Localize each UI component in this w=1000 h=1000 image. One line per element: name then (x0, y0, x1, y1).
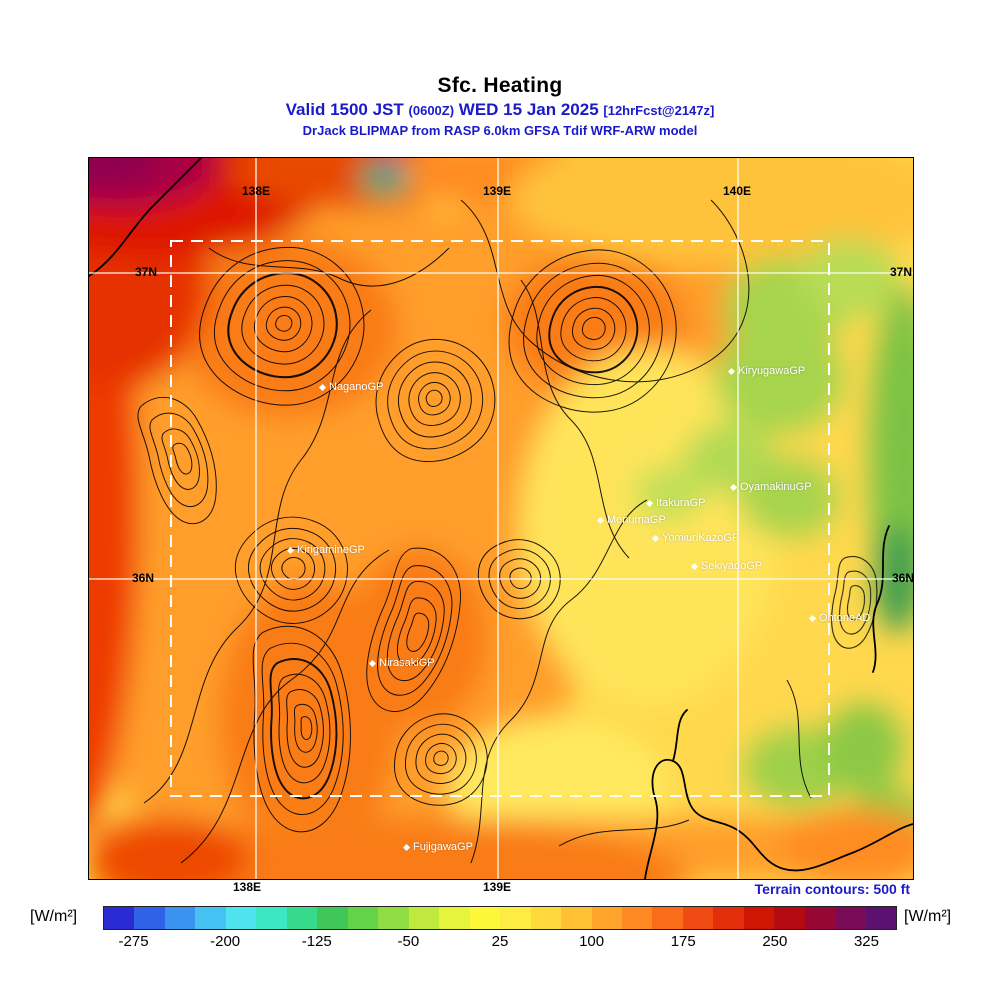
colorbar-tick-label: -125 (301, 933, 332, 950)
colorbar-tick-label: -275 (118, 933, 149, 950)
colorbar-tick-label: 250 (762, 933, 788, 950)
weather-map (88, 157, 914, 880)
colorbar-tick-label: 100 (579, 933, 605, 950)
colorbar-segment (500, 907, 531, 929)
colorbar-segment (164, 907, 196, 929)
model-domain-outline (170, 240, 830, 797)
terrain-contour-note: Terrain contours: 500 ft (754, 881, 910, 897)
colorbar-segment (530, 907, 562, 929)
model-info-line: DrJack BLIPMAP from RASP 6.0km GFSA Tdif… (302, 123, 698, 138)
valid-date: WED 15 Jan 2025 (458, 100, 599, 119)
colorbar-ticks: -275 -200 -125 -50 25 100 175 250 325 (103, 933, 897, 951)
colorbar-tick-label: 175 (670, 933, 696, 950)
coastline (89, 158, 913, 879)
colorbar-segment (104, 907, 135, 929)
terrain-contours (128, 199, 881, 864)
colorbar-segment (225, 907, 257, 929)
colorbar-segment (195, 907, 226, 929)
colorbar-segment (865, 907, 897, 929)
colorbar-tick-label: -50 (397, 933, 420, 950)
colorbar-segment (682, 907, 714, 929)
colorbar-segment (804, 907, 836, 929)
colorbar-unit-right: [W/m²] (904, 908, 952, 925)
colorbar-segment (439, 907, 470, 929)
colorbar-segment (652, 907, 683, 929)
colorbar-segment (713, 907, 744, 929)
colorbar-tick-label: -200 (210, 933, 241, 950)
colorbar (103, 906, 897, 930)
colorbar-segment (774, 907, 805, 929)
forecast-run-info: [12hrFcst@2147z] (603, 103, 715, 118)
valid-time: Valid 1500 JST (285, 100, 404, 119)
colorbar-segment (591, 907, 622, 929)
colorbar-segment (743, 907, 775, 929)
colorbar-tick-label: 25 (491, 933, 509, 950)
grid-label: 138E (232, 880, 262, 894)
valid-time-utc: (0600Z) (408, 103, 455, 118)
page-title: Sfc. Heating (437, 74, 563, 97)
valid-time-line: Valid 1500 JST (0600Z) WED 15 Jan 2025 [… (0, 100, 1000, 120)
graticule (89, 158, 913, 879)
colorbar-segment (378, 907, 409, 929)
header: Sfc. Heating Valid 1500 JST (0600Z) WED … (0, 74, 1000, 138)
heating-field-svg (89, 158, 913, 879)
colorbar-segment (134, 907, 165, 929)
colorbar-segment (317, 907, 348, 929)
grid-label: 139E (482, 880, 512, 894)
colorbar-segment (621, 907, 653, 929)
colorbar-segment (256, 907, 287, 929)
colorbar-segment (286, 907, 318, 929)
colorbar-unit-left: [W/m²] (30, 908, 78, 925)
colorbar-segment (469, 907, 501, 929)
colorbar-segment (347, 907, 379, 929)
colorbar-segment (561, 907, 592, 929)
colorbar-segment (835, 907, 866, 929)
colorbar-segment (408, 907, 440, 929)
colorbar-tick-label: 325 (853, 933, 879, 950)
